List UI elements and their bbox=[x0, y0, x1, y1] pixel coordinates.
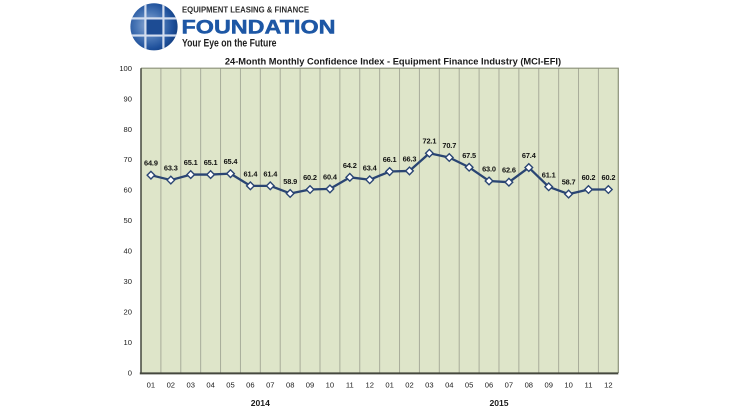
svg-text:65.1: 65.1 bbox=[184, 158, 198, 167]
svg-text:02: 02 bbox=[405, 380, 413, 389]
svg-text:63.4: 63.4 bbox=[363, 163, 378, 172]
svg-text:63.3: 63.3 bbox=[164, 164, 178, 173]
svg-text:40: 40 bbox=[124, 247, 132, 256]
svg-text:11: 11 bbox=[585, 380, 593, 389]
svg-text:60.4: 60.4 bbox=[323, 172, 338, 181]
svg-text:06: 06 bbox=[246, 380, 254, 389]
svg-text:EQUIPMENT LEASING & FINANCE: EQUIPMENT LEASING & FINANCE bbox=[182, 5, 309, 15]
svg-text:07: 07 bbox=[266, 380, 274, 389]
svg-text:2015: 2015 bbox=[489, 398, 508, 408]
svg-text:03: 03 bbox=[425, 380, 433, 389]
svg-text:06: 06 bbox=[485, 380, 493, 389]
svg-text:01: 01 bbox=[385, 380, 393, 389]
svg-text:24-Month Monthly Confidence In: 24-Month Monthly Confidence Index - Equi… bbox=[225, 56, 561, 66]
svg-text:10: 10 bbox=[124, 338, 132, 347]
svg-text:12: 12 bbox=[365, 380, 373, 389]
svg-text:62.6: 62.6 bbox=[502, 166, 516, 175]
svg-text:64.2: 64.2 bbox=[343, 161, 357, 170]
svg-text:58.9: 58.9 bbox=[283, 177, 297, 186]
svg-text:20: 20 bbox=[124, 308, 132, 317]
svg-text:67.4: 67.4 bbox=[522, 151, 537, 160]
svg-text:61.4: 61.4 bbox=[244, 169, 259, 178]
svg-text:61.1: 61.1 bbox=[542, 170, 556, 179]
svg-text:05: 05 bbox=[226, 380, 234, 389]
svg-text:02: 02 bbox=[167, 380, 175, 389]
svg-text:58.7: 58.7 bbox=[562, 178, 576, 187]
svg-text:60.2: 60.2 bbox=[582, 173, 596, 182]
svg-text:10: 10 bbox=[326, 380, 334, 389]
svg-text:64.9: 64.9 bbox=[144, 159, 158, 168]
svg-text:50: 50 bbox=[124, 216, 132, 225]
svg-text:09: 09 bbox=[544, 380, 552, 389]
svg-text:72.1: 72.1 bbox=[423, 137, 437, 146]
svg-text:60: 60 bbox=[124, 186, 132, 195]
svg-text:66.3: 66.3 bbox=[403, 154, 417, 163]
svg-text:100: 100 bbox=[119, 64, 132, 73]
svg-text:70: 70 bbox=[124, 155, 132, 164]
svg-text:63.0: 63.0 bbox=[482, 165, 496, 174]
svg-text:30: 30 bbox=[124, 277, 132, 286]
svg-text:90: 90 bbox=[124, 94, 132, 103]
svg-text:12: 12 bbox=[604, 380, 612, 389]
svg-text:Your Eye on the Future: Your Eye on the Future bbox=[182, 37, 277, 49]
svg-text:60.2: 60.2 bbox=[303, 173, 317, 182]
svg-text:03: 03 bbox=[186, 380, 194, 389]
svg-text:01: 01 bbox=[147, 380, 155, 389]
svg-text:80: 80 bbox=[124, 125, 132, 134]
svg-text:08: 08 bbox=[525, 380, 533, 389]
svg-text:67.5: 67.5 bbox=[462, 151, 476, 160]
svg-text:2014: 2014 bbox=[251, 398, 270, 408]
svg-text:04: 04 bbox=[206, 380, 214, 389]
svg-text:0: 0 bbox=[128, 369, 132, 378]
svg-text:60.2: 60.2 bbox=[602, 173, 616, 182]
svg-text:FOUNDATION: FOUNDATION bbox=[182, 17, 336, 39]
svg-text:09: 09 bbox=[306, 380, 314, 389]
svg-text:11: 11 bbox=[346, 380, 354, 389]
svg-text:08: 08 bbox=[286, 380, 294, 389]
svg-text:10: 10 bbox=[564, 380, 572, 389]
svg-text:65.4: 65.4 bbox=[224, 157, 239, 166]
svg-text:07: 07 bbox=[505, 380, 513, 389]
svg-text:04: 04 bbox=[445, 380, 453, 389]
svg-text:65.1: 65.1 bbox=[204, 158, 218, 167]
svg-text:66.1: 66.1 bbox=[383, 155, 397, 164]
svg-text:70.7: 70.7 bbox=[442, 141, 456, 150]
svg-text:61.4: 61.4 bbox=[263, 169, 278, 178]
svg-text:05: 05 bbox=[465, 380, 473, 389]
